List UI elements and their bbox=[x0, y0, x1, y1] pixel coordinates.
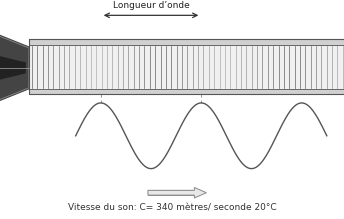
Polygon shape bbox=[148, 187, 206, 198]
Polygon shape bbox=[0, 34, 29, 102]
Bar bbox=[148, 190, 194, 195]
Polygon shape bbox=[0, 56, 26, 80]
Bar bbox=[29, 89, 344, 94]
Polygon shape bbox=[0, 36, 28, 100]
Bar bbox=[29, 45, 344, 89]
Text: Vitesse du son: C= 340 mètres/ seconde 20°C: Vitesse du son: C= 340 mètres/ seconde 2… bbox=[68, 203, 276, 212]
Bar bbox=[29, 39, 344, 94]
Bar bbox=[29, 39, 344, 45]
Text: Longueur d’onde: Longueur d’onde bbox=[112, 1, 190, 10]
